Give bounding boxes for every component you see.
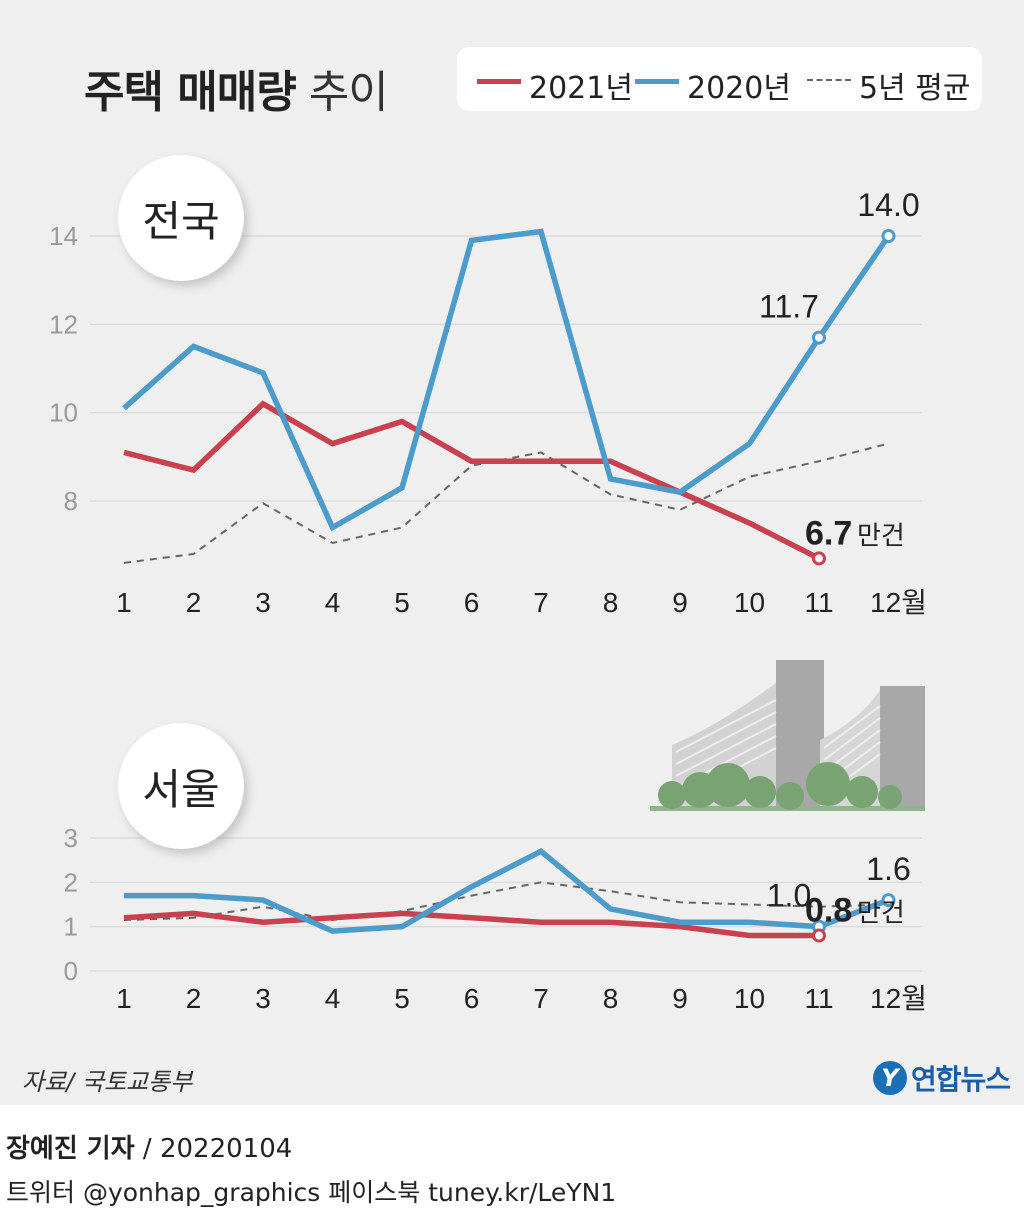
credit-date: / 20220104 <box>142 1134 293 1164</box>
national-point-marker <box>881 229 896 243</box>
national-series-2021-line <box>123 400 821 561</box>
national-x-tick-label: 6 <box>464 587 480 618</box>
seoul-x-tick-label: 1 <box>116 983 132 1014</box>
national-y-tick-label: 10 <box>49 398 78 428</box>
seoul-series-2020-line <box>124 848 890 934</box>
credit-line: 장예진 기자 / 20220104 <box>6 1128 292 1165</box>
national-x-tick-label: 1 <box>116 587 132 618</box>
seoul-x-tick-label: 11 <box>804 983 833 1014</box>
seoul-x-tick-label: 6 <box>464 983 480 1014</box>
national-x-tick-label: 9 <box>672 587 688 618</box>
legend-swatch-2021 <box>477 79 521 84</box>
chart-title-national: 전국 <box>118 155 244 281</box>
seoul-data-label: 0.8 <box>805 892 852 930</box>
legend-label-2020: 2020년 <box>687 71 791 106</box>
national-x-tick-label: 11 <box>804 587 833 618</box>
seoul-x-tick-label: 8 <box>603 983 619 1014</box>
seoul-x-tick-label: 10 <box>734 983 765 1014</box>
credit-name: 장예진 기자 <box>6 1134 135 1164</box>
legend-swatch-2020 <box>635 79 679 84</box>
national-y-tick-label: 12 <box>49 309 78 339</box>
social-line: 트위터 @yonhap_graphics 페이스북 tuney.kr/LeYN1 <box>6 1178 617 1207</box>
seoul-data-label: 1.0 <box>767 878 811 914</box>
seoul-x-tick-label: 12월 <box>870 983 927 1014</box>
national-x-tick-label: 2 <box>186 587 202 618</box>
national-x-tick-label: 12월 <box>870 587 927 618</box>
seoul-y-tick-label: 2 <box>64 867 78 897</box>
seoul-data-label-unit: 만건 <box>857 899 905 929</box>
national-y-tick-label: 8 <box>64 486 78 516</box>
national-x-tick-label: 3 <box>255 587 271 618</box>
national-series-2020-line <box>122 228 891 532</box>
national-y-tick-label: 14 <box>49 221 78 251</box>
seoul-series-2021-line <box>123 910 819 939</box>
seoul-x-tick-label: 9 <box>672 983 688 1014</box>
seoul-x-tick-label: 5 <box>394 983 410 1014</box>
national-data-label: 14.0 <box>857 187 919 223</box>
chart-seoul: 0 1 2 3 1 2 3 4 5 6 7 8 9 10 11 12월 1.0 1.6 0.8 만건 <box>64 823 927 1014</box>
national-x-tick-label: 5 <box>394 587 410 618</box>
yonhap-logo-text: 연합뉴스 <box>911 1063 1011 1096</box>
legend-swatch-avg <box>807 79 851 81</box>
seoul-x-tick-label: 3 <box>255 983 271 1014</box>
legend-label-avg: 5년 평균 <box>859 71 971 106</box>
seoul-data-label: 1.6 <box>866 851 910 887</box>
legend-label-2021: 2021년 <box>529 71 633 106</box>
national-x-tick-label: 10 <box>734 587 765 618</box>
source-note: 자료/ 국토교통부 <box>22 1068 193 1096</box>
national-point-marker <box>812 551 826 566</box>
national-x-tick-label: 7 <box>533 587 549 618</box>
seoul-y-tick-label: 3 <box>64 823 78 853</box>
seoul-y-tick-label: 0 <box>64 956 78 986</box>
seoul-y-tick-label: 1 <box>64 912 78 942</box>
chart-title-seoul: 서울 <box>118 723 244 849</box>
national-point-marker <box>812 330 826 345</box>
yonhap-logo-mark-icon: Y <box>873 1061 907 1095</box>
national-data-label-unit: 만건 <box>857 521 905 551</box>
seoul-x-tick-label: 2 <box>186 983 202 1014</box>
national-data-label: 6.7 <box>805 514 852 552</box>
page-title: 주택 매매량 추이 <box>84 56 389 120</box>
seoul-x-tick-label: 7 <box>533 983 549 1014</box>
title-bold: 주택 매매량 <box>84 67 297 118</box>
national-data-label: 11.7 <box>759 289 819 325</box>
seoul-point-marker <box>812 928 826 943</box>
seoul-point-marker <box>881 893 896 908</box>
seoul-x-tick-label: 4 <box>325 983 341 1014</box>
national-x-tick-label: 4 <box>325 587 341 618</box>
legend: 2021년 2020년 5년 평균 <box>457 47 982 111</box>
national-x-tick-label: 8 <box>603 587 619 618</box>
title-light: 추이 <box>308 67 389 118</box>
apartment-illustration <box>650 660 925 811</box>
yonhap-logo: Y 연합뉴스 <box>873 1058 1011 1098</box>
